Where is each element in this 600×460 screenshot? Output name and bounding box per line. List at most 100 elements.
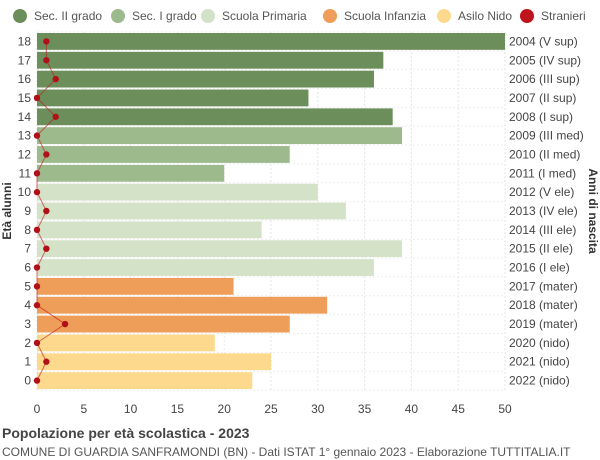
birth-year-tick-label: 2015 (II ele) xyxy=(509,242,573,256)
birth-year-tick-label: 2012 (V ele) xyxy=(509,185,574,199)
stranieri-point-age-13 xyxy=(33,132,41,139)
legend-marker xyxy=(111,9,125,23)
legend-marker xyxy=(520,9,534,23)
birth-year-tick-label: 2019 (mater) xyxy=(509,317,578,331)
x-tick-label: 45 xyxy=(452,402,466,416)
birth-year-tick-label: 2013 (IV ele) xyxy=(509,204,578,218)
age-tick-label: 13 xyxy=(18,129,32,143)
birth-year-tick-label: 2020 (nido) xyxy=(509,336,570,350)
age-tick-label: 11 xyxy=(19,166,32,180)
stranieri-point-age-5 xyxy=(33,283,41,290)
legend-marker xyxy=(323,9,337,23)
birth-year-tick-label: 2021 (nido) xyxy=(509,355,570,369)
x-tick-label: 50 xyxy=(498,402,512,416)
birth-year-tick-label: 2011 (I med) xyxy=(509,166,576,180)
age-tick-label: 6 xyxy=(24,261,31,275)
x-tick-label: 40 xyxy=(405,402,419,416)
legend-label: Asilo Nido xyxy=(458,9,512,23)
bar-age-16 xyxy=(37,70,374,88)
birth-year-tick-label: 2005 (IV sup) xyxy=(509,53,581,67)
birth-year-tick-label: 2017 (mater) xyxy=(509,279,578,293)
x-tick-label: 5 xyxy=(80,402,87,416)
age-tick-label: 17 xyxy=(18,53,32,67)
stranieri-point-age-4 xyxy=(33,302,41,309)
age-tick-label: 18 xyxy=(18,34,32,48)
age-tick-label: 7 xyxy=(24,242,31,256)
stranieri-point-age-18 xyxy=(43,38,50,45)
x-tick-label: 20 xyxy=(218,402,232,416)
population-chart: Sec. II grado Sec. I grado Scuola Primaria… xyxy=(0,9,600,416)
stranieri-point-age-9 xyxy=(43,207,50,215)
birth-year-tick-label: 2004 (V sup) xyxy=(509,34,578,48)
legend-marker xyxy=(201,9,215,23)
legend: Sec. II grado Sec. I grado Scuola Primaria… xyxy=(13,9,586,23)
bar-age-3 xyxy=(37,315,290,333)
age-tick-label: 5 xyxy=(24,279,31,293)
birth-year-tick-label: 2009 (III med) xyxy=(509,129,584,143)
age-tick-label: 16 xyxy=(18,72,32,86)
bar-age-1 xyxy=(37,353,271,371)
stranieri-point-age-16 xyxy=(52,75,59,83)
stranieri-point-age-3 xyxy=(61,320,69,328)
bar-age-18 xyxy=(37,33,505,50)
bar-age-11 xyxy=(37,164,225,182)
bar-age-9 xyxy=(37,202,346,220)
stranieri-point-age-12 xyxy=(43,151,50,158)
bar-age-2 xyxy=(37,334,215,352)
birth-year-tick-label: 2018 (mater) xyxy=(509,298,578,312)
stranieri-point-age-1 xyxy=(43,358,50,365)
y-axis-title-left: Età alunni xyxy=(0,182,14,239)
bar-age-6 xyxy=(37,259,374,276)
bar-age-7 xyxy=(37,240,403,258)
age-tick-label: 4 xyxy=(24,298,31,312)
age-tick-label: 15 xyxy=(18,91,32,105)
legend-label: Sec. II grado xyxy=(34,9,102,23)
birth-year-tick-label: 2006 (III sup) xyxy=(509,72,580,86)
x-tick-label: 35 xyxy=(358,402,372,416)
stranieri-point-age-0 xyxy=(33,377,41,384)
legend-label: Sec. I grado xyxy=(132,9,197,23)
legend-item-asilo-nido: Asilo Nido xyxy=(437,9,512,23)
stranieri-point-age-15 xyxy=(33,94,41,102)
birth-year-tick-label: 2008 (I sup) xyxy=(509,110,573,124)
bar-age-14 xyxy=(37,108,393,126)
age-tick-label: 12 xyxy=(18,147,32,161)
bar-age-0 xyxy=(37,372,253,389)
bar-age-13 xyxy=(37,127,403,145)
chart-subtitle: COMUNE DI GUARDIA SANFRAMONDI (BN) - Dat… xyxy=(2,445,571,459)
stranieri-point-age-17 xyxy=(43,57,50,64)
birth-year-tick-label: 2016 (I ele) xyxy=(509,261,570,275)
y-axis-title-right: Anni di nascita xyxy=(586,168,600,254)
stranieri-point-age-6 xyxy=(33,264,41,271)
age-tick-label: 10 xyxy=(18,185,32,199)
birth-year-axis: 2004 (V sup) 2005 (IV sup) 2006 (III sup) 2… xyxy=(509,34,584,387)
legend-marker xyxy=(13,9,27,23)
stranieri-point-age-2 xyxy=(33,339,41,347)
grid xyxy=(36,31,506,391)
birth-year-tick-label: 2007 (II sup) xyxy=(509,91,576,105)
x-tick-label: 25 xyxy=(264,402,278,416)
legend-label: Stranieri xyxy=(541,9,586,23)
legend-marker xyxy=(437,9,451,23)
age-tick-label: 0 xyxy=(24,374,31,388)
birth-year-tick-label: 2010 (II med) xyxy=(509,147,580,161)
stranieri-point-age-10 xyxy=(33,188,41,196)
age-tick-label: 14 xyxy=(18,110,32,124)
x-axis: 0 5 10 15 20 25 30 35 40 45 50 xyxy=(34,402,512,416)
birth-year-tick-label: 2022 (nido) xyxy=(509,374,570,388)
stranieri-series xyxy=(33,38,69,384)
legend-label: Scuola Primaria xyxy=(222,9,307,23)
x-tick-label: 30 xyxy=(311,402,325,416)
bar-age-15 xyxy=(37,89,309,107)
bar-age-4 xyxy=(37,296,328,314)
bar-age-10 xyxy=(37,183,318,201)
x-tick-label: 15 xyxy=(171,402,185,416)
legend-label: Scuola Infanzia xyxy=(344,9,426,23)
legend-item-scuola-primaria: Scuola Primaria xyxy=(201,9,307,23)
stranieri-point-age-8 xyxy=(33,226,41,234)
age-tick-label: 1 xyxy=(24,355,31,369)
bar-age-17 xyxy=(37,51,384,69)
legend-item-sec-i-grado: Sec. I grado xyxy=(111,9,197,23)
x-tick-label: 0 xyxy=(34,402,41,416)
